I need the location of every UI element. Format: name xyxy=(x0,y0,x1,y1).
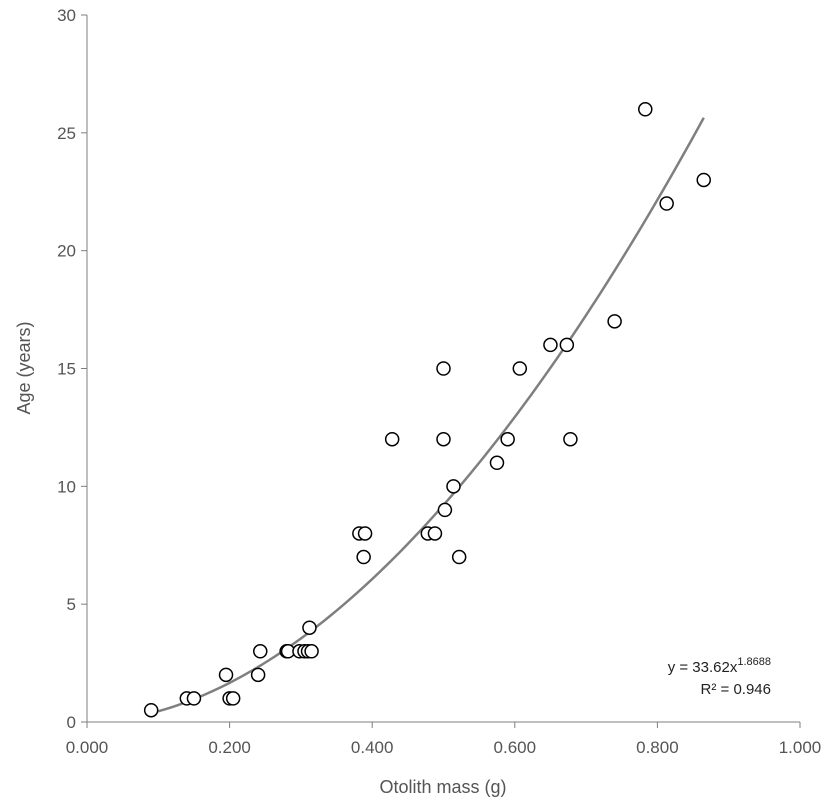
data-point xyxy=(659,196,674,211)
data-point xyxy=(253,644,268,659)
data-point xyxy=(384,431,400,447)
data-point xyxy=(559,337,575,353)
data-point xyxy=(436,431,451,447)
data-point xyxy=(451,549,467,565)
data-point xyxy=(186,691,202,706)
data-point xyxy=(607,314,622,329)
y-tick-label: 25 xyxy=(57,124,76,143)
r-squared: R² = 0.946 xyxy=(701,681,771,698)
y-axis-title: Age (years) xyxy=(14,321,34,414)
data-point xyxy=(563,431,578,447)
trendline-equation: y = 33.62x1.8688 xyxy=(668,656,771,676)
data-point xyxy=(225,691,241,706)
data-point xyxy=(638,102,653,117)
x-axis: 0.000 0.200 0.400 0.600 0.800 1.000 xyxy=(66,721,822,757)
x-axis-title: Otolith mass (g) xyxy=(379,777,506,797)
x-tick-label: 0.600 xyxy=(494,738,537,757)
equation-exponent: 1.8688 xyxy=(737,656,771,668)
data-point xyxy=(512,361,528,376)
data-point xyxy=(436,361,451,376)
data-point xyxy=(489,455,505,471)
data-point xyxy=(357,526,373,541)
data-point xyxy=(304,644,319,659)
data-point xyxy=(500,431,515,447)
data-point xyxy=(218,667,234,683)
data-point xyxy=(696,172,711,188)
x-tick-label: 0.400 xyxy=(351,738,394,757)
x-tick-label: 0.000 xyxy=(66,738,109,757)
x-tick-label: 1.000 xyxy=(779,738,822,757)
data-point xyxy=(356,549,371,565)
equation-prefix: y = 33.62x xyxy=(668,659,738,676)
data-point xyxy=(143,702,159,718)
data-point xyxy=(250,667,266,683)
y-tick-label: 5 xyxy=(67,595,76,614)
y-tick-label: 15 xyxy=(57,360,76,379)
data-point xyxy=(302,620,317,635)
data-point xyxy=(446,479,461,494)
y-axis: 0 5 10 15 20 25 30 xyxy=(57,6,88,732)
data-point xyxy=(543,337,558,353)
data-points xyxy=(143,102,711,718)
y-tick-label: 0 xyxy=(67,713,76,732)
trendline xyxy=(150,117,705,715)
y-tick-label: 20 xyxy=(57,242,76,261)
data-point xyxy=(427,526,443,541)
y-tick-label: 10 xyxy=(57,477,76,496)
x-tick-label: 0.800 xyxy=(636,738,679,757)
x-tick-label: 0.200 xyxy=(208,738,251,757)
data-point xyxy=(437,502,453,518)
y-tick-label: 30 xyxy=(57,6,76,25)
